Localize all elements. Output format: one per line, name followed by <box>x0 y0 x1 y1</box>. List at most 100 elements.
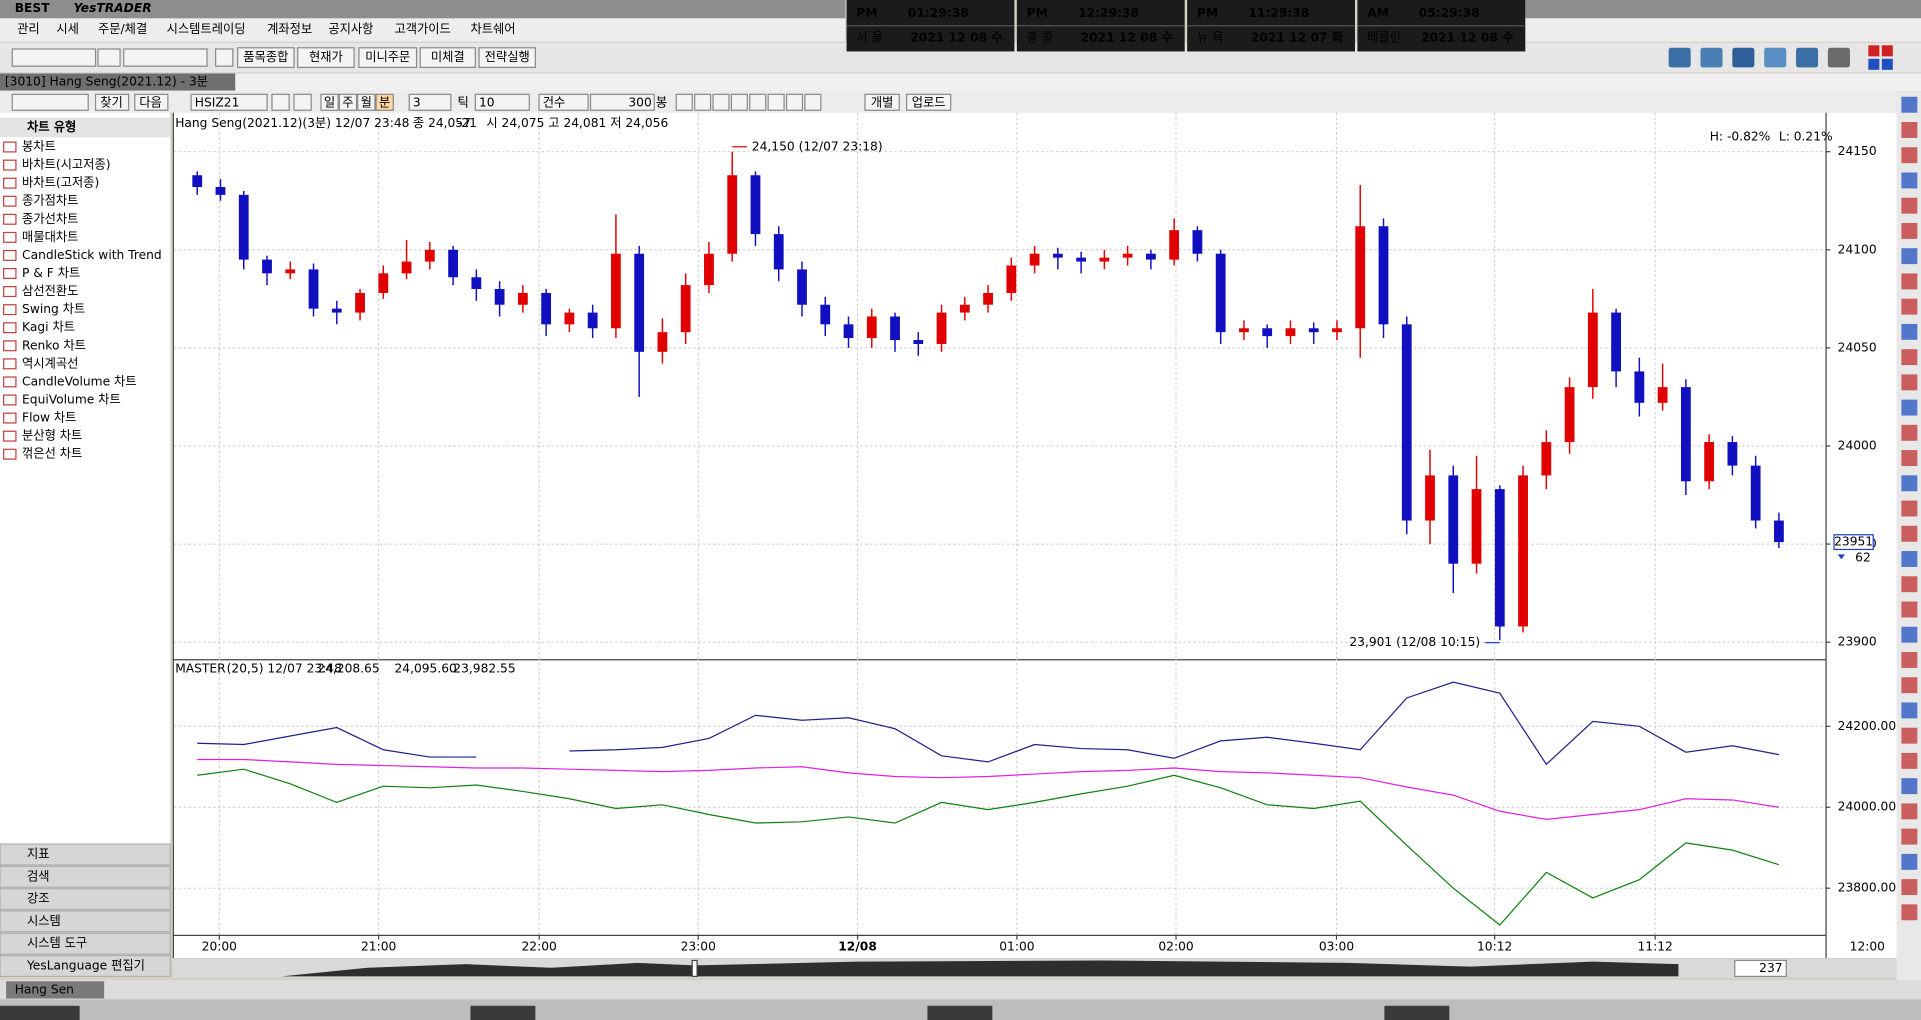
chart-type-item[interactable]: 꺾은선 차트 <box>22 447 82 461</box>
menu-item[interactable]: 고객가이드 <box>394 22 450 36</box>
drawing-tool[interactable] <box>1901 298 1918 315</box>
count[interactable]: 300 <box>628 95 651 109</box>
period-label[interactable]: 분 <box>379 95 390 109</box>
find-label[interactable]: 찾기 <box>100 95 123 109</box>
chart-type-item[interactable]: CandleVolume 차트 <box>22 374 137 388</box>
menu-item[interactable]: 시세 <box>56 22 79 36</box>
search-button[interactable] <box>97 48 121 67</box>
chart-type-item[interactable]: 바차트(시고저종) <box>22 158 110 172</box>
menu-item[interactable]: 주문/체결 <box>98 22 147 36</box>
drawing-tool[interactable] <box>1901 702 1918 719</box>
tool-button[interactable] <box>730 93 748 111</box>
drawing-tool[interactable] <box>1901 576 1918 593</box>
next-button[interactable] <box>134 93 169 111</box>
tool-button[interactable] <box>804 93 822 111</box>
drawing-tool[interactable] <box>1901 500 1918 517</box>
scroll-count-box[interactable] <box>1734 959 1787 977</box>
toolbar-button-label[interactable]: 미니주문 <box>365 50 410 64</box>
drawing-tool[interactable] <box>1901 248 1918 265</box>
chart-type-item[interactable]: 종가선차트 <box>22 212 78 226</box>
toolbar-button-label[interactable]: 현재가 <box>309 50 343 64</box>
chart-type-item[interactable]: 삼선전환도 <box>22 284 78 298</box>
period-button[interactable] <box>320 93 339 111</box>
chart-type-item[interactable]: Kagi 차트 <box>22 320 75 334</box>
icon-button[interactable] <box>293 93 312 111</box>
drawing-tool[interactable] <box>1901 551 1918 567</box>
toolbar-icon[interactable] <box>1700 47 1723 68</box>
section-bar[interactable] <box>0 843 171 866</box>
chart-type-item[interactable]: CandleStick with Trend <box>22 248 162 262</box>
chart-type-item[interactable]: Renko 차트 <box>22 338 86 352</box>
drawing-tool[interactable] <box>1901 778 1918 795</box>
menu-item[interactable]: 차트쉐어 <box>470 22 515 36</box>
chart-type-item[interactable]: 역시계곡선 <box>22 356 78 370</box>
drawing-tool[interactable] <box>1901 626 1918 643</box>
section-label[interactable]: YesLanguage 편집기 <box>26 958 145 972</box>
toolbar-button[interactable] <box>297 47 355 68</box>
drawing-tool[interactable] <box>1901 525 1918 542</box>
toolbar-button[interactable] <box>358 47 418 68</box>
toolbar-button[interactable] <box>478 47 536 68</box>
section-bar[interactable] <box>0 888 171 911</box>
symbol-box[interactable] <box>190 93 268 111</box>
toolbar-button[interactable] <box>419 47 476 68</box>
chart-type-item[interactable]: P & F 차트 <box>22 266 80 280</box>
chart-type-item[interactable]: 종가점차트 <box>22 194 78 208</box>
count-type-box[interactable] <box>538 93 589 111</box>
add-button[interactable] <box>215 48 234 67</box>
tool-button[interactable] <box>694 93 712 111</box>
drawing-tool[interactable] <box>1901 424 1918 441</box>
fixed-label[interactable]: 개별 <box>871 95 894 109</box>
section-label[interactable]: 시스템 도구 <box>27 936 87 950</box>
period-button[interactable] <box>338 93 358 111</box>
tool-button[interactable] <box>675 93 693 111</box>
status-tab-bg[interactable] <box>6 981 105 999</box>
period-label[interactable]: 월 <box>361 95 372 109</box>
section-bar[interactable] <box>0 932 171 955</box>
status-tab[interactable]: Hang Sen <box>15 982 74 996</box>
drawing-tool[interactable] <box>1901 879 1918 896</box>
toolbar-button-label[interactable]: 전략실행 <box>485 49 530 64</box>
next-label[interactable]: 다음 <box>139 95 162 109</box>
drawing-tool[interactable] <box>1901 803 1918 820</box>
drawing-tool[interactable] <box>1901 752 1918 769</box>
drawing-tool[interactable] <box>1901 601 1918 618</box>
section-label[interactable]: 시스템 <box>27 914 61 928</box>
drawing-tool[interactable] <box>1901 172 1918 189</box>
layout-icon[interactable] <box>1881 58 1893 70</box>
toolbar-icon[interactable] <box>1668 47 1691 68</box>
drawing-tool[interactable] <box>1901 323 1918 340</box>
section-label[interactable]: 강조 <box>27 892 50 906</box>
layout-icon[interactable] <box>1868 58 1880 70</box>
chart-type-item[interactable]: Swing 차트 <box>22 302 85 316</box>
drawing-tool[interactable] <box>1901 475 1918 492</box>
drawing-tool[interactable] <box>1901 374 1918 391</box>
chart-type-item[interactable]: 봉차트 <box>22 140 56 154</box>
chart-type-item[interactable]: 바차트(고저종) <box>22 176 99 190</box>
drawing-tool[interactable] <box>1901 222 1918 239</box>
combo-box[interactable] <box>11 48 97 67</box>
drawing-tool[interactable] <box>1901 147 1918 164</box>
tick-box[interactable] <box>474 93 530 111</box>
interval[interactable]: 3 <box>413 95 421 109</box>
tool-button[interactable] <box>712 93 730 111</box>
toolbar-button[interactable] <box>237 47 295 68</box>
upload-button[interactable] <box>905 93 952 111</box>
section-label[interactable]: 검색 <box>27 869 50 883</box>
menu-item[interactable]: 관리 <box>17 22 40 36</box>
tool-button[interactable] <box>767 93 785 111</box>
menu-item[interactable]: 시스템트레이딩 <box>167 22 246 36</box>
icon-button[interactable] <box>271 93 290 111</box>
drawing-tool[interactable] <box>1901 349 1918 366</box>
symbol[interactable]: HSIZ21 <box>195 95 240 109</box>
toolbar-button-label[interactable]: 미체결 <box>431 50 465 64</box>
menu-item[interactable]: 공지사항 <box>328 22 373 36</box>
period-button[interactable] <box>357 93 376 111</box>
combo-box[interactable] <box>123 48 208 67</box>
toolbar-icon[interactable] <box>1764 47 1787 68</box>
combo-box[interactable] <box>11 93 89 111</box>
toolbar-icon[interactable] <box>1732 47 1755 68</box>
chart-type-item[interactable]: 분산형 차트 <box>22 429 82 443</box>
section-label[interactable]: 지표 <box>27 847 50 861</box>
drawing-tool[interactable] <box>1901 727 1918 744</box>
